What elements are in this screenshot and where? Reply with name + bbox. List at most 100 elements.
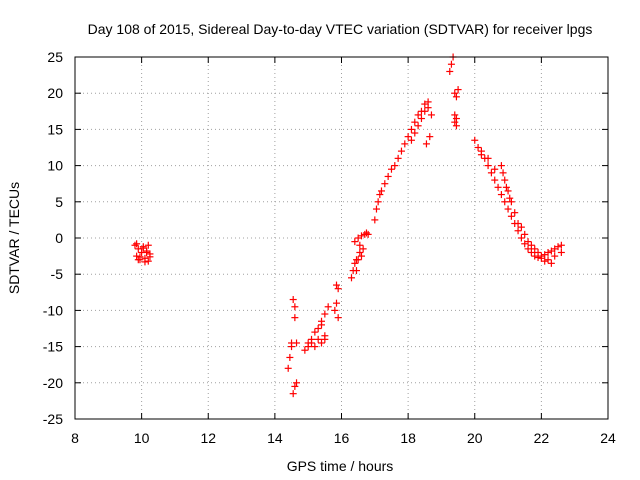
data-point xyxy=(507,212,515,220)
y-tick-label: 0 xyxy=(55,230,63,246)
data-point xyxy=(557,241,565,249)
data-point xyxy=(133,252,141,260)
data-point xyxy=(384,172,392,180)
data-point xyxy=(377,187,385,195)
data-point xyxy=(314,335,322,343)
data-point xyxy=(374,198,382,206)
y-tick-label: 25 xyxy=(47,49,63,65)
data-point xyxy=(491,165,499,173)
data-point xyxy=(291,382,299,390)
chart-title: Day 108 of 2015, Sidereal Day-to-day VTE… xyxy=(88,21,593,37)
data-point xyxy=(359,245,367,253)
data-point xyxy=(521,230,529,238)
data-point xyxy=(362,229,370,237)
data-point xyxy=(324,303,332,311)
data-point xyxy=(352,267,360,275)
data-point xyxy=(414,122,422,130)
x-tick-label: 20 xyxy=(467,430,483,446)
data-point xyxy=(426,133,434,141)
data-point xyxy=(139,244,147,252)
data-point xyxy=(421,107,429,115)
data-point xyxy=(401,140,409,148)
data-point xyxy=(311,343,319,351)
data-point xyxy=(284,364,292,372)
plot-frame xyxy=(74,56,609,420)
data-point xyxy=(451,111,459,119)
data-point xyxy=(318,339,326,347)
data-point xyxy=(531,252,539,260)
y-tick-label: -10 xyxy=(43,302,63,318)
data-point xyxy=(494,183,502,191)
y-tick-label: 15 xyxy=(47,121,63,137)
data-point xyxy=(351,259,359,267)
data-point xyxy=(288,343,296,351)
data-point xyxy=(371,216,379,224)
data-point xyxy=(544,248,552,256)
data-point xyxy=(557,248,565,256)
y-axis-title: SDTVAR / TECUs xyxy=(6,182,22,294)
data-point xyxy=(352,256,360,264)
data-point xyxy=(291,303,299,311)
data-point xyxy=(131,241,139,249)
data-point xyxy=(146,253,154,261)
data-points xyxy=(131,53,565,398)
y-tick-label: 20 xyxy=(47,85,63,101)
data-point xyxy=(507,198,515,206)
data-point xyxy=(517,223,525,231)
data-point xyxy=(308,339,316,347)
data-point xyxy=(451,118,459,126)
data-point xyxy=(454,86,462,94)
data-point xyxy=(356,248,364,256)
data-point xyxy=(452,122,460,130)
data-point xyxy=(497,191,505,199)
data-point xyxy=(414,111,422,119)
data-point xyxy=(381,180,389,188)
data-point xyxy=(411,118,419,126)
data-point xyxy=(391,162,399,170)
data-point xyxy=(527,241,535,249)
data-point xyxy=(286,353,294,361)
data-point xyxy=(506,194,514,202)
data-point xyxy=(491,176,499,184)
data-point xyxy=(484,162,492,170)
axes: 8 10 12 14 16 18 20 22 24 25 20 15 10 5 0 -5 -10 -15 -20 -2… xyxy=(43,49,616,446)
data-point xyxy=(404,133,412,141)
x-tick-label: 10 xyxy=(134,430,150,446)
data-point xyxy=(501,198,509,206)
data-point xyxy=(394,154,402,162)
data-point xyxy=(544,256,552,264)
data-point xyxy=(487,169,495,177)
data-point xyxy=(452,115,460,123)
data-point xyxy=(427,111,435,119)
data-point xyxy=(321,310,329,318)
y-tick-label: -20 xyxy=(43,375,63,391)
data-point xyxy=(311,328,319,336)
data-point xyxy=(293,379,301,387)
data-point xyxy=(301,346,309,354)
data-point xyxy=(331,306,339,314)
data-point xyxy=(333,281,341,289)
x-tick-label: 18 xyxy=(400,430,416,446)
grid xyxy=(75,57,608,419)
x-axis-title: GPS time / hours xyxy=(287,458,394,474)
y-tick-label: 5 xyxy=(55,194,63,210)
x-tick-label: 16 xyxy=(334,430,350,446)
data-point xyxy=(351,238,359,246)
data-point xyxy=(357,252,365,260)
data-point xyxy=(484,154,492,162)
y-tick-label: -15 xyxy=(43,339,63,355)
data-point xyxy=(524,238,532,246)
data-point xyxy=(334,285,342,293)
data-point xyxy=(376,191,384,199)
data-point xyxy=(514,227,522,235)
data-point xyxy=(334,314,342,322)
data-point xyxy=(304,343,312,351)
data-point xyxy=(534,248,542,256)
data-point xyxy=(411,129,419,137)
data-point xyxy=(471,136,479,144)
data-point xyxy=(452,93,460,101)
data-point xyxy=(446,67,454,75)
data-point xyxy=(517,234,525,242)
data-point xyxy=(527,248,535,256)
data-point xyxy=(477,147,485,155)
